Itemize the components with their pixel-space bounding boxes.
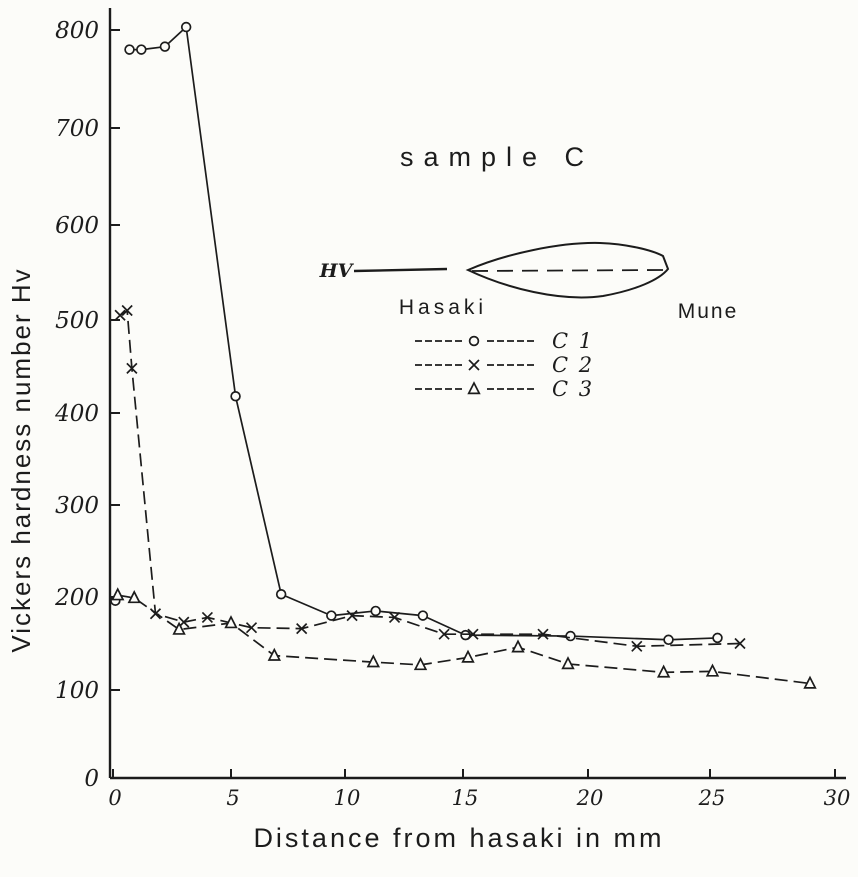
series-c2-marker-x <box>388 611 401 624</box>
chart-title: sample C <box>400 142 594 172</box>
data-series <box>110 21 817 689</box>
series-c1-marker-circle <box>663 634 674 646</box>
x-tick-label: 5 <box>226 786 239 810</box>
mune-label: Mune <box>678 300 739 323</box>
series-c1-marker-circle <box>565 630 576 642</box>
series-c1-marker-circle <box>460 629 471 641</box>
legend-marker-triangle <box>467 381 481 395</box>
blade-centerline <box>471 269 664 272</box>
x-tick-label: 30 <box>824 786 851 810</box>
y-tick-label: 100 <box>55 678 99 704</box>
y-tick-label: 200 <box>54 585 99 611</box>
series-c1-line <box>129 26 718 641</box>
x-tick-label: 10 <box>334 786 361 810</box>
hasaki-label: Hasaki <box>399 296 487 319</box>
blade-outline <box>465 241 670 299</box>
y-tick-label: 800 <box>55 18 99 44</box>
x-tick-label: 0 <box>108 786 121 810</box>
series-c3-marker-triangle <box>111 587 125 601</box>
x-tick-label: 25 <box>698 786 726 810</box>
hv-label: HV <box>319 260 355 282</box>
x-tick-label: 15 <box>452 786 479 810</box>
x-axis-ticks: 0 5 10 15 20 25 30 <box>108 769 850 810</box>
series-c2-marker-x <box>296 623 308 635</box>
legend-label: C 3 <box>552 377 594 401</box>
legend-row: C 3 <box>415 377 594 401</box>
legend-row: C 1 <box>415 329 594 353</box>
series-c2-marker-x <box>631 640 643 652</box>
series-c3-marker-triangle <box>461 649 475 663</box>
series-c1-marker-circle <box>275 588 287 600</box>
series-c3-marker-triangle <box>172 621 186 635</box>
series-c1-marker-circle <box>159 41 171 52</box>
y-axis-label: Vickers hardness number Hv <box>6 267 36 652</box>
series-c1-marker-circle <box>230 391 241 402</box>
series-c2-marker-x <box>537 628 549 640</box>
series-c1-marker-circle <box>417 610 429 621</box>
y-tick-label: 600 <box>55 213 99 239</box>
series-c2-marker-x <box>346 609 358 622</box>
legend-label: C 1 <box>552 329 594 353</box>
series-c2-marker-x <box>121 304 133 317</box>
series-c3-marker-triangle <box>561 656 575 670</box>
hv-reference-line <box>353 267 448 273</box>
series-c2-marker-x <box>114 309 126 321</box>
series-c1-marker-circle <box>124 44 135 55</box>
x-axis-label: Distance from hasaki in mm <box>253 823 664 853</box>
blade-diagram: HV Hasaki Mune <box>319 241 739 323</box>
series-c1-marker-circle <box>180 21 192 33</box>
series-c3-marker-triangle <box>511 639 525 653</box>
legend: C 1C 2C 3 <box>415 329 594 401</box>
y-tick-label: 300 <box>55 493 99 519</box>
series-c2-marker-x <box>126 362 138 374</box>
series-c3-marker-triangle <box>413 657 428 671</box>
series-c1-marker-circle <box>136 44 147 55</box>
legend-label: C 2 <box>552 353 594 377</box>
series-c3-marker-triangle <box>803 675 817 689</box>
legend-marker-x <box>468 359 480 371</box>
series-c1-marker-circle <box>326 610 337 621</box>
y-tick-label: 400 <box>54 401 99 427</box>
series-c1-marker-circle <box>712 632 723 644</box>
series-c2-line <box>119 309 741 648</box>
series-c2-marker-x <box>734 637 746 650</box>
y-tick-label: 700 <box>55 116 99 142</box>
series-c2-marker-x <box>201 611 214 624</box>
series-c3-marker-triangle <box>224 615 238 629</box>
y-axis-ticks: 0 100 200 300 400 500 600 700 800 <box>54 18 120 792</box>
y-tick-label: 0 <box>84 766 99 792</box>
series-c3-marker-triangle <box>705 663 720 677</box>
legend-marker-circle <box>468 335 480 347</box>
legend-row: C 2 <box>415 353 594 377</box>
x-tick-label: 20 <box>576 786 604 810</box>
series-c2-marker-x <box>467 628 479 640</box>
series-c2-marker-x <box>438 628 450 640</box>
y-tick-label: 500 <box>55 308 99 334</box>
series-c3-marker-triangle <box>267 647 282 661</box>
series-c3-marker-triangle <box>656 664 671 678</box>
series-c2-marker-x <box>245 622 258 634</box>
series-c3-marker-triangle <box>127 590 141 604</box>
series-c1-marker-circle <box>370 605 381 617</box>
series-c3-marker-triangle <box>366 654 381 668</box>
